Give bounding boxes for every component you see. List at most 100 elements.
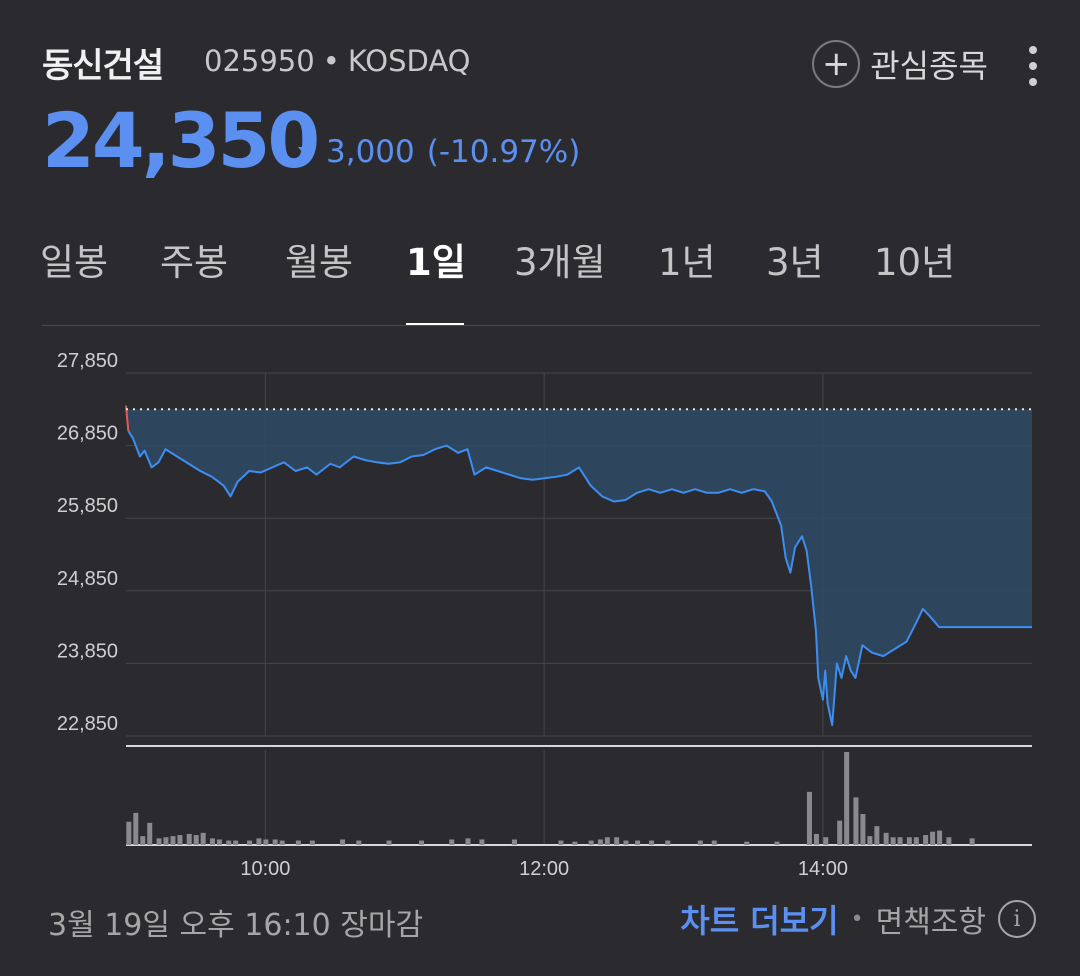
down-arrow-icon — [298, 146, 316, 158]
price-change: 3,000 (-10.97%) — [298, 134, 580, 170]
volume-bar — [386, 840, 392, 845]
volume-bar — [295, 840, 301, 845]
volume-bar — [604, 837, 610, 845]
x-tick-label: 14:00 — [798, 858, 848, 880]
volume-bar — [623, 840, 629, 845]
tab-monthly[interactable]: 월봉 — [285, 241, 354, 284]
volume-bar — [177, 835, 183, 845]
change-percent: (-10.97%) — [426, 134, 581, 170]
tab-3years[interactable]: 3년 — [766, 241, 824, 284]
active-tab-indicator — [406, 323, 464, 326]
volume-bar — [340, 839, 346, 845]
volume-bar — [597, 839, 603, 845]
more-vertical-icon — [1029, 46, 1037, 54]
volume-bar — [614, 837, 620, 845]
volume-bar — [256, 838, 262, 845]
volume-bar — [200, 832, 206, 845]
volume-bar — [309, 840, 315, 845]
volume-bar — [156, 838, 162, 845]
volume-bar — [697, 840, 703, 845]
volume-bar — [279, 840, 285, 845]
volume-bar — [140, 836, 146, 845]
volume-bar — [193, 835, 199, 845]
more-options-button[interactable] — [1026, 46, 1040, 86]
volume-bar — [937, 830, 943, 845]
volume-bar — [449, 839, 455, 845]
volume-bar — [711, 840, 717, 845]
current-price: 24,350 — [42, 96, 320, 185]
stock-code: 025950 — [204, 44, 315, 78]
tab-1year[interactable]: 1년 — [658, 241, 716, 284]
volume-bar — [897, 837, 903, 845]
volume-bar — [272, 839, 278, 845]
volume-bar — [419, 840, 425, 845]
info-icon[interactable]: i — [998, 900, 1036, 938]
volume-bar — [860, 814, 866, 845]
volume-bar — [844, 752, 850, 845]
change-amount: 3,000 — [326, 134, 415, 170]
volume-bar — [823, 837, 829, 845]
volume-bar — [874, 826, 880, 845]
price-area — [125, 405, 1032, 727]
market-status: 3월 19일 오후 16:10 장마감 — [48, 908, 424, 943]
watchlist-label: 관심종목 — [870, 47, 988, 85]
axis-labels: 27,850 26,850 25,850 24,850 23,850 22,850 10:0… — [57, 350, 848, 880]
period-tabs: 일봉 주봉 월봉 1일 3개월 1년 3년 10년 — [0, 232, 1080, 328]
tab-daily[interactable]: 일봉 — [40, 241, 109, 284]
volume-bar — [946, 837, 952, 845]
price-fill — [126, 405, 1032, 726]
y-tick-label: 24,850 — [57, 568, 118, 590]
stock-name: 동신건설 — [42, 46, 164, 86]
price-line — [127, 430, 1032, 727]
volume-bar — [209, 838, 215, 845]
volume-bar — [465, 838, 471, 845]
tab-10years[interactable]: 10년 — [874, 241, 956, 284]
volume-bar — [774, 841, 780, 845]
intraday-price-chart[interactable]: 27,850 26,850 25,850 24,850 23,850 22,850 10:0… — [0, 340, 1080, 885]
chart-footer: 3월 19일 오후 16:10 장마감 차트 더보기 • 면책조항 i — [48, 896, 1036, 946]
volume-bars — [126, 752, 975, 845]
stock-code-market: 025950 • KOSDAQ — [204, 44, 470, 78]
tab-3months[interactable]: 3개월 — [514, 241, 606, 284]
volume-bar — [635, 840, 641, 845]
tabs-divider — [42, 325, 1040, 326]
volume-bar — [247, 840, 253, 845]
disclaimer-link[interactable]: 면책조항 — [875, 905, 986, 940]
volume-bar — [147, 822, 153, 845]
volume-bar — [133, 812, 139, 845]
y-tick-label: 27,850 — [57, 350, 118, 372]
volume-bar — [558, 840, 564, 845]
volume-bar — [572, 841, 578, 845]
volume-bar — [969, 838, 975, 845]
volume-bar — [813, 833, 819, 845]
y-tick-label: 26,850 — [57, 423, 118, 445]
volume-bar — [853, 797, 859, 845]
volume-bar — [356, 840, 362, 845]
volume-bar — [744, 841, 750, 845]
volume-bar — [163, 837, 169, 845]
volume-bar — [186, 833, 192, 845]
tab-weekly[interactable]: 주봉 — [160, 241, 229, 284]
volume-bar — [913, 837, 919, 845]
volume-bar — [665, 840, 671, 845]
y-tick-label: 22,850 — [57, 713, 118, 735]
volume-bar — [479, 839, 485, 845]
volume-bar — [883, 832, 889, 845]
volume-bar — [263, 839, 269, 845]
more-chart-link[interactable]: 차트 더보기 — [680, 902, 839, 940]
volume-bar — [837, 820, 843, 845]
volume-bar — [867, 836, 873, 845]
volume-bar — [126, 821, 132, 845]
volume-bar — [511, 839, 517, 845]
stock-market: KOSDAQ — [347, 44, 471, 78]
stock-header: 동신건설 025950 • KOSDAQ + 관심종목 — [42, 36, 1040, 88]
volume-bar — [233, 840, 239, 845]
separator-dot: • — [850, 906, 864, 932]
tab-1day[interactable]: 1일 — [406, 241, 466, 284]
y-tick-label: 25,850 — [57, 495, 118, 517]
x-tick-label: 10:00 — [240, 858, 290, 880]
x-tick-label: 12:00 — [519, 858, 569, 880]
separator-dot: • — [322, 44, 340, 78]
volume-bar — [806, 791, 812, 845]
add-watchlist-button[interactable]: + 관심종목 — [812, 40, 988, 88]
